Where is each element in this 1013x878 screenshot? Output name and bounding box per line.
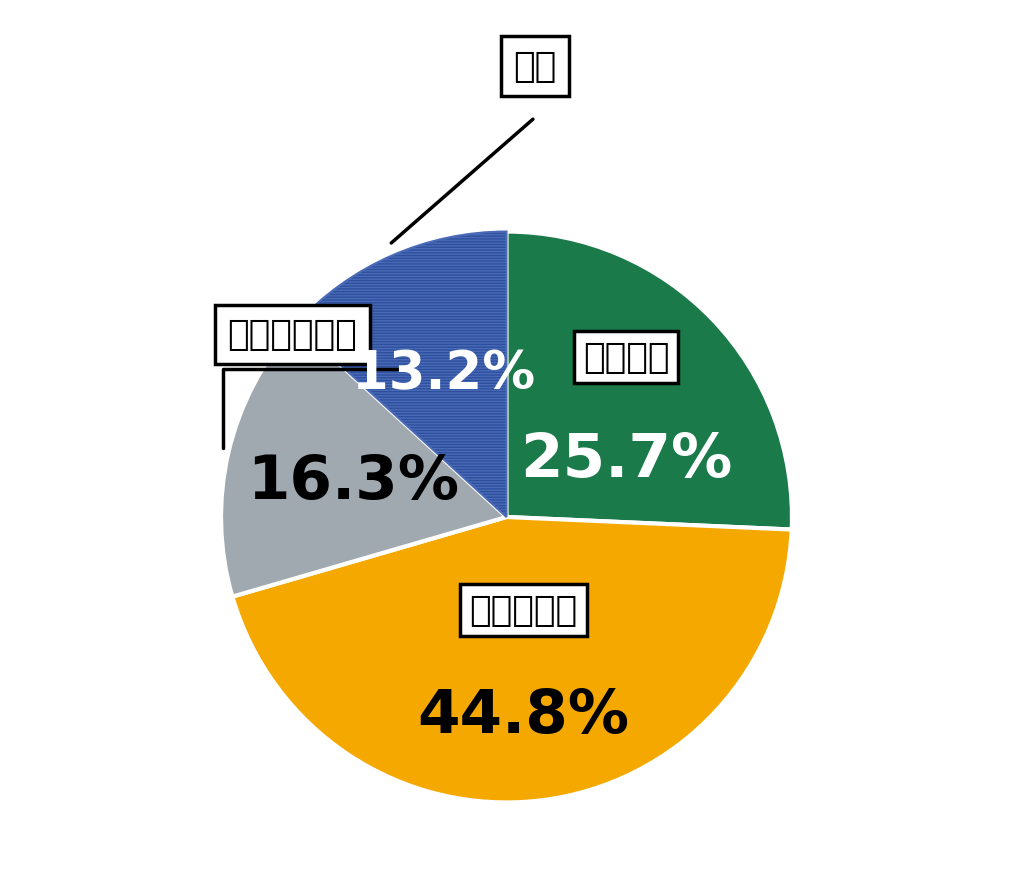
Text: 16.3%: 16.3% [247, 452, 460, 511]
Text: よくある: よくある [582, 341, 670, 374]
Text: ほとんどない: ほとんどない [228, 318, 358, 352]
Wedge shape [506, 233, 792, 530]
Text: たまにある: たまにある [469, 594, 577, 628]
Wedge shape [221, 325, 507, 597]
Text: 13.2%: 13.2% [352, 348, 535, 399]
Text: 44.8%: 44.8% [417, 687, 629, 745]
Wedge shape [296, 233, 506, 517]
Text: 25.7%: 25.7% [520, 430, 732, 490]
Text: ない: ない [514, 50, 557, 84]
Wedge shape [232, 517, 792, 802]
